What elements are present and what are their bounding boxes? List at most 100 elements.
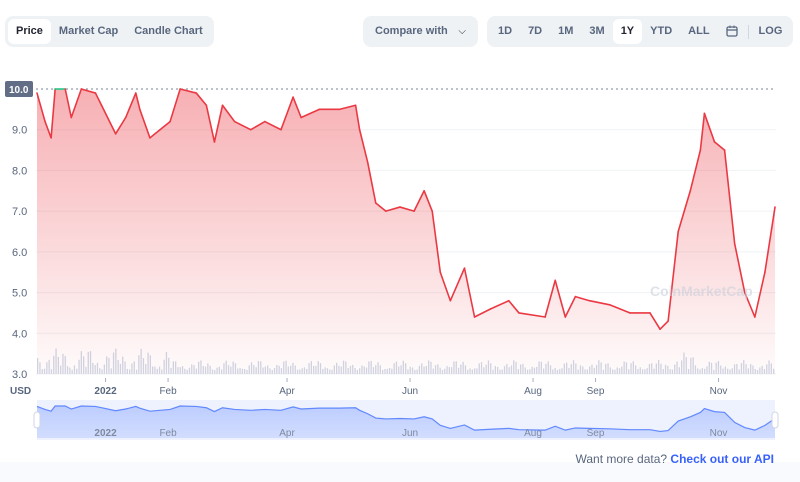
navigator-tick-label: Nov [710,428,728,439]
chart-type-tabs: Price Market Cap Candle Chart [5,16,214,47]
price-line-segment [179,88,198,94]
compare-with-label: Compare with [375,25,448,37]
price-line-segment [354,104,361,131]
navigator-tick-label: Feb [159,428,177,439]
price-line-segment [518,312,546,318]
price-line-segment [413,189,425,212]
price-line-segment [114,116,127,135]
price-line-segment [733,242,746,294]
tab-price[interactable]: Price [8,19,51,44]
log-scale-toggle[interactable]: LOG [758,25,783,37]
price-line-segment [703,112,716,143]
price-line-segment [764,206,776,274]
price-line-segment [358,128,369,164]
price-line-segment [564,295,577,318]
price-line-segment [64,88,73,119]
price-line-segment [169,88,181,123]
range-1y[interactable]: 1Y [612,19,643,44]
tab-candle-chart[interactable]: Candle Chart [134,25,203,37]
x-tick-label: Apr [279,386,295,397]
price-line-segment [723,149,736,245]
navigator-tick-label: Apr [279,428,295,439]
divider [747,24,749,39]
price-line-segment [699,112,706,151]
tab-market-cap[interactable]: Market Cap [58,25,119,37]
calendar-icon[interactable] [718,19,746,44]
y-tick-label: 6.0 [12,247,27,259]
price-line-segment [195,92,208,107]
range-ytd[interactable]: YTD [650,25,673,37]
price-line-segment [264,120,282,131]
price-line-segment [463,267,476,318]
price-line-segment [100,104,117,135]
time-range-selector: 1D 7D 1M 3M 1Y YTD ALL LOG [487,16,794,47]
price-line-segment [94,92,103,107]
price-line-segment [44,120,52,139]
price-line-segment [249,120,266,131]
price-line-segment [689,149,702,192]
api-promo-text: Want more data? [575,452,668,466]
price-line-segment [754,271,766,318]
price-line-segment [139,108,151,139]
price-line-segment [574,295,591,302]
price-line-segment [588,299,611,306]
price-line-segment [149,128,161,139]
price-line-segment [80,88,97,94]
y-tick-label: 9.0 [12,125,27,137]
navigator-tick-label: Aug [524,428,542,439]
range-1d[interactable]: 1D [498,25,513,37]
x-tick-label: Jun [402,386,418,397]
price-line-segment [713,141,726,151]
price-line-segment [124,92,137,119]
watermark-logo: CoinMarketCap [650,283,753,299]
price-line-segment [449,267,466,302]
navigator-tick-label: Jun [402,428,418,439]
api-link[interactable]: Check out our API [670,452,774,466]
price-line-segment [431,210,442,274]
compare-with-dropdown[interactable]: Compare with ⌵ [363,16,478,47]
price-line-segment [280,96,294,131]
price-line-segment [439,271,452,302]
price-line-segment [292,96,302,119]
price-line-segment [205,104,216,143]
price-area [37,89,775,374]
price-line-segment [677,189,692,233]
price-line-segment [608,303,631,314]
price-line-segment [135,92,141,111]
price-line-segment [385,206,401,212]
range-all[interactable]: ALL [688,25,710,37]
navigator-tick-label: Sep [587,428,605,439]
price-line-segment [374,202,387,212]
price-line-segment [221,104,236,123]
price-line-segment [338,104,357,111]
x-tick-label: Feb [159,386,177,397]
y-tick-label: 8.0 [12,165,27,177]
api-promo: Want more data? Check out our API [575,452,774,466]
y-tick-label: 7.0 [12,206,27,218]
price-line-segment [489,299,510,310]
y-tick-label: 5.0 [12,288,27,300]
price-line-segment [544,279,557,318]
x-tick-label: Nov [710,386,728,397]
price-line-segment [70,88,83,119]
price-line-segment [159,120,171,131]
price-line-segment [213,104,224,143]
chevron-down-icon: ⌵ [458,26,466,37]
price-line-segment [366,161,377,204]
range-3m[interactable]: 3M [589,25,605,37]
navigator-handle-right[interactable] [771,411,779,429]
x-tick-label: Sep [587,386,605,397]
range-1m[interactable]: 1M [558,25,574,37]
price-line-segment [554,279,567,318]
price-line-segment [50,88,56,139]
navigator-handle-left[interactable] [33,411,41,429]
currency-label: USD [10,386,31,397]
current-price-label: 10.0 [9,85,29,96]
navigator-line [36,405,776,433]
range-7d[interactable]: 7D [528,25,543,37]
x-tick-label: Aug [524,386,542,397]
price-chart[interactable]: 9.0 8.0 7.0 6.0 5.0 4.0 3.0 10.0 CoinMarketCap US… [0,0,800,450]
price-line-segment [399,206,415,212]
x-tick-label: 2022 [94,386,117,397]
price-line-segment [233,120,252,131]
